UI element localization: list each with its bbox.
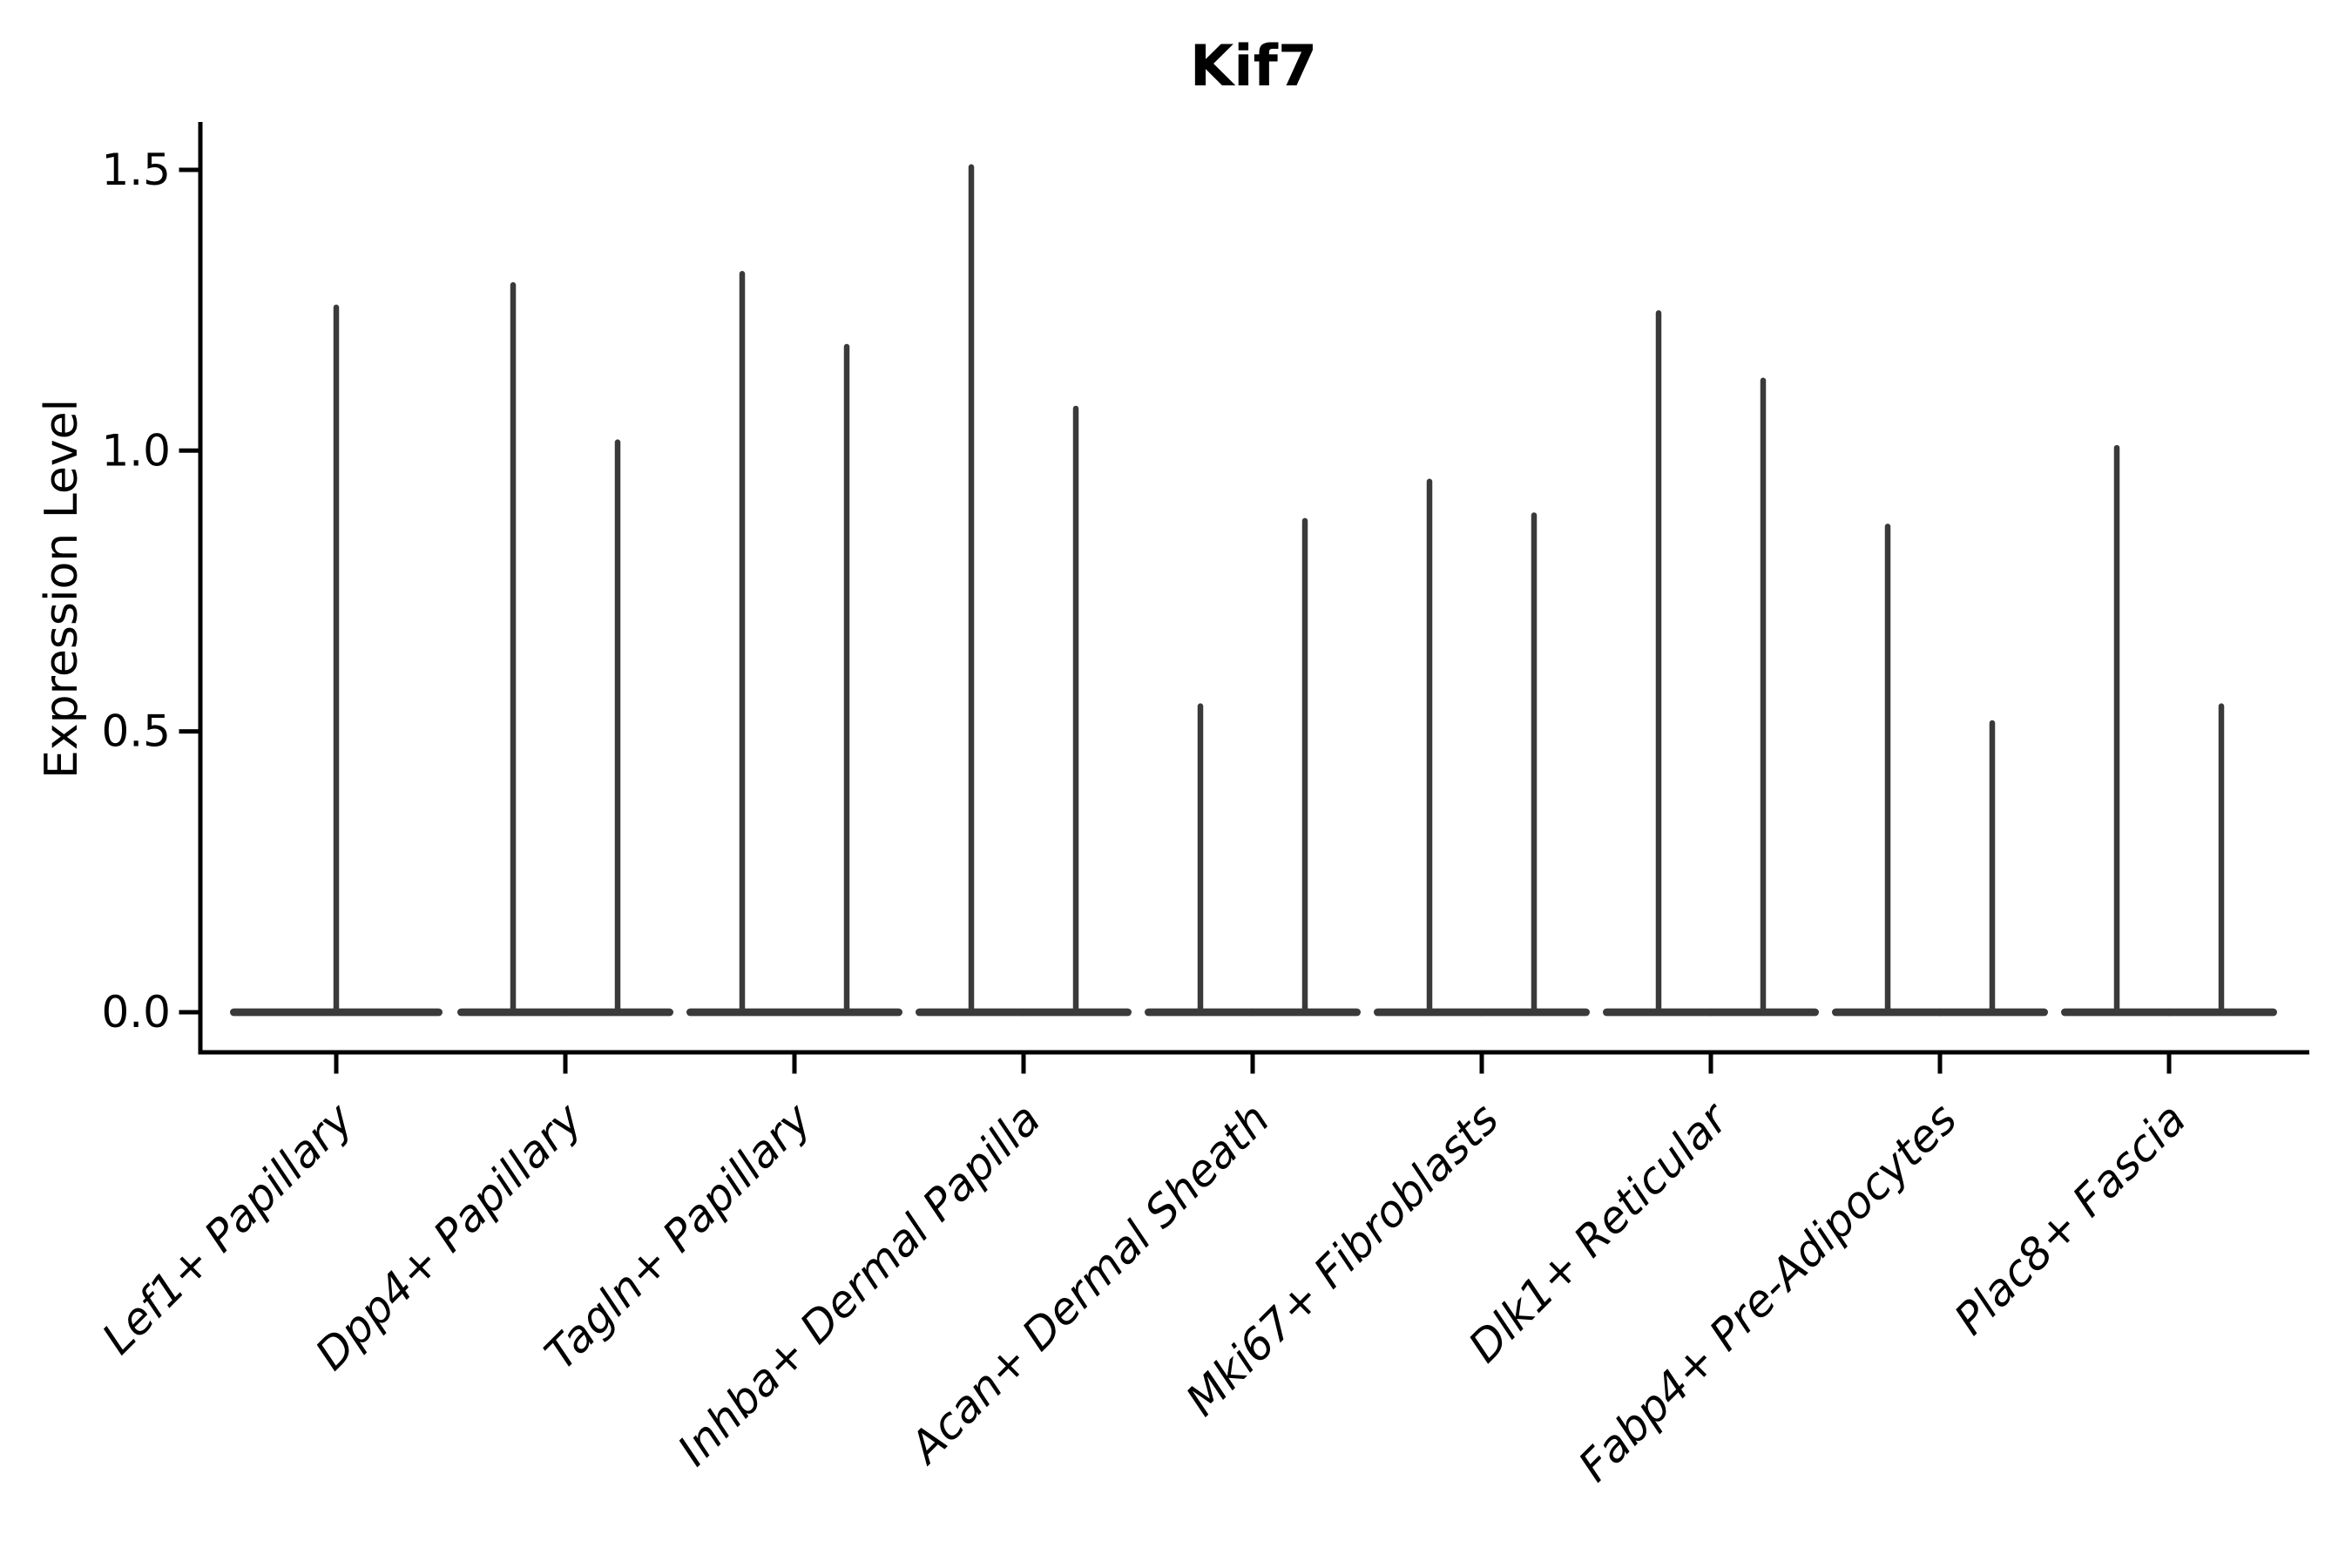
axes [179, 122, 2309, 1074]
chart-title: Kif7 [1190, 34, 1317, 99]
y-axis-label: Expression Level [36, 399, 88, 779]
y-tick-label: 1.5 [101, 145, 171, 195]
x-tick-label: Lef1+ Papillary [92, 1092, 363, 1363]
x-tick-label: Acan+ Dermal Sheath [899, 1093, 1280, 1474]
violins [230, 164, 2277, 1017]
y-tick-label: 0.0 [101, 987, 171, 1037]
y-tick-label: 0.5 [101, 706, 171, 757]
x-tick-label: Inhba+ Dermal Papilla [668, 1093, 1050, 1475]
x-tick-label: Fabp4+ Pre-Adipocytes [1569, 1093, 1967, 1491]
x-tick-label: Plac8+ Fascia [1945, 1093, 2196, 1344]
y-tick-label: 1.0 [101, 425, 171, 476]
